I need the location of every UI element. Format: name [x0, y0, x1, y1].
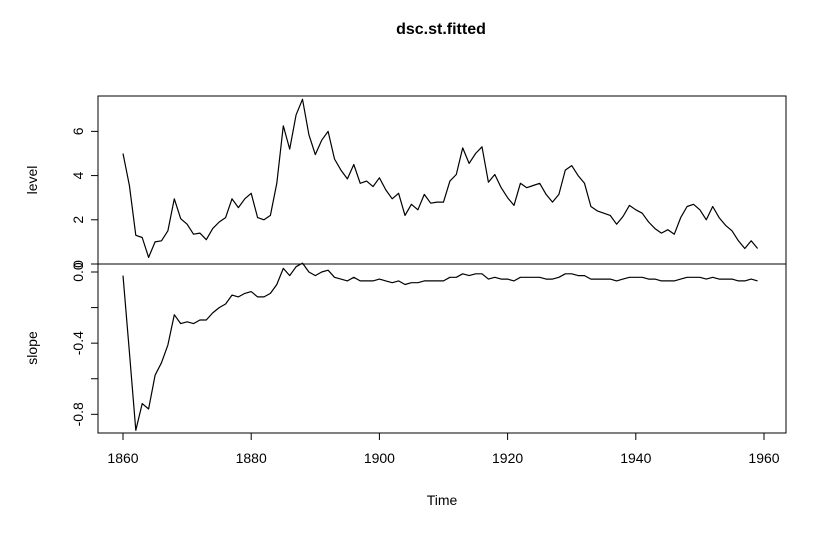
- slope-panel: slope 0.0 -0.4 -0.8: [24, 262, 787, 434]
- slope-y-tick-label: -0.4: [70, 331, 86, 355]
- level-series-line: [122, 98, 759, 258]
- level-y-tick-label: 2: [70, 216, 86, 224]
- level-y-tick-label: 6: [70, 127, 86, 135]
- x-axis: 1860 1880 1900 1920 1940 1960: [107, 432, 780, 466]
- slope-y-axis: 0.0 -0.4 -0.8: [70, 262, 99, 426]
- x-tick-label: 1860: [107, 450, 138, 466]
- x-tick-label: 1880: [236, 450, 267, 466]
- level-axis-label: level: [24, 166, 40, 195]
- x-tick-label: 1940: [620, 450, 651, 466]
- level-y-tick-label: 0: [70, 260, 86, 268]
- slope-axis-label: slope: [24, 331, 40, 365]
- slope-y-tick-label: 0.0: [70, 262, 86, 282]
- x-tick-label: 1900: [364, 450, 395, 466]
- chart-title: dsc.st.fitted: [396, 21, 486, 38]
- level-y-axis: 0 2 4 6: [70, 127, 99, 268]
- level-y-tick-label: 4: [70, 171, 86, 179]
- slope-series-line: [122, 262, 758, 431]
- slope-y-tick-label: -0.8: [70, 402, 86, 426]
- x-axis-label: Time: [427, 492, 458, 508]
- x-tick-label: 1960: [748, 450, 779, 466]
- x-tick-label: 1920: [492, 450, 523, 466]
